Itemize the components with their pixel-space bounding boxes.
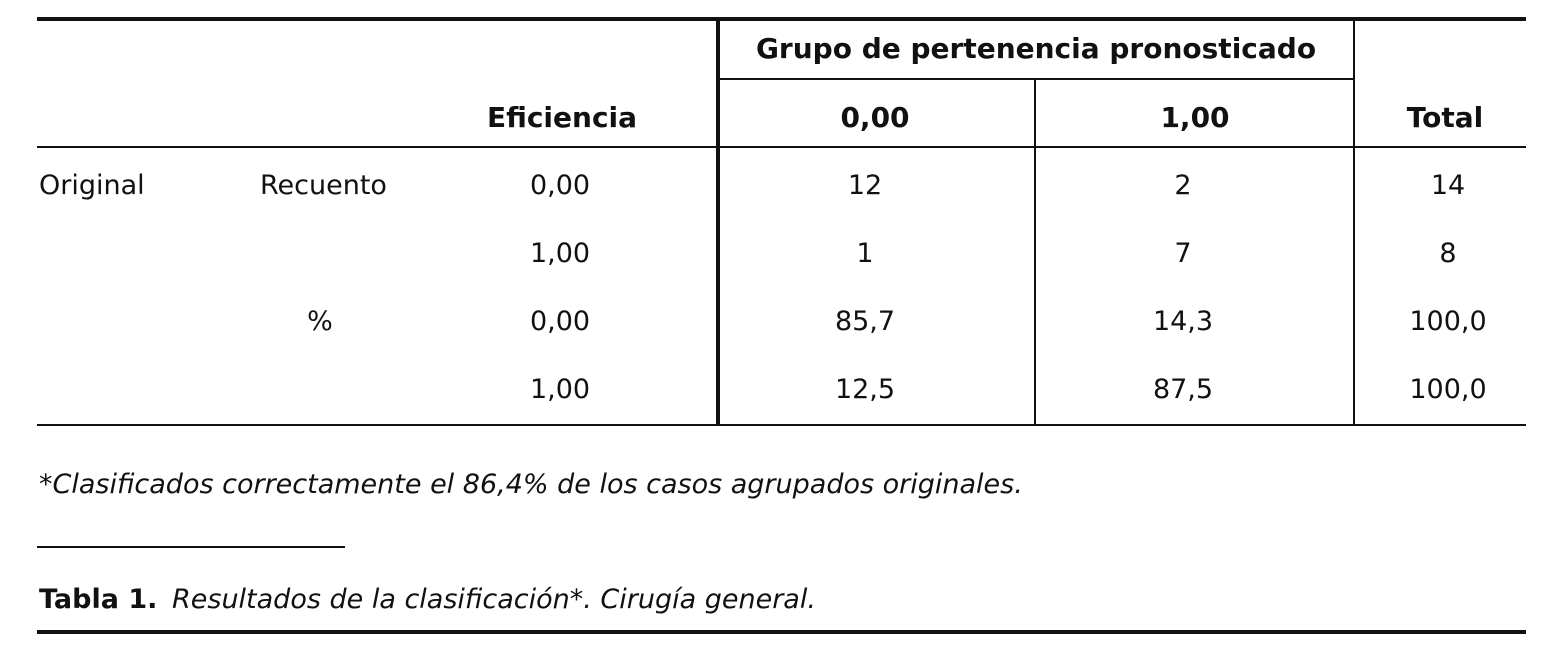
row-eficiencia-value: 0,00 [529,170,591,201]
predicted-col-0-header: 0,00 [840,101,910,134]
cell-col-0: 1 [856,238,874,269]
cell-total: 14 [1430,170,1466,201]
caption-text: Resultados de la clasificación*. Cirugía… [172,584,816,615]
column-divider-total [1353,19,1355,425]
cell-col-1: 14,3 [1152,306,1214,337]
cell-col-1: 2 [1174,170,1192,201]
table-footnote: *Clasificados correctamente el 86,4% de … [39,469,1023,500]
predicted-col-1-header: 1,00 [1160,101,1230,134]
bottom-rule [37,630,1526,634]
cell-total: 8 [1439,238,1457,269]
cell-col-1: 7 [1174,238,1192,269]
row-section-label: Original [39,170,145,201]
group-header-title: Grupo de pertenencia pronosticado [755,32,1317,65]
cell-col-0: 85,7 [834,306,896,337]
cell-col-1: 87,5 [1152,374,1214,405]
row-eficiencia-value: 1,00 [529,238,591,269]
cell-total: 100,0 [1409,306,1487,337]
caption-label: Tabla 1. [39,584,158,615]
header-bottom-rule [37,146,1526,148]
table-bottom-rule [37,424,1526,426]
cell-col-0: 12,5 [834,374,896,405]
cell-total: 100,0 [1409,374,1487,405]
row-measure-label: % [307,306,333,337]
cell-col-0: 12 [847,170,883,201]
table-top-rule [37,17,1526,21]
group-header-underline [718,78,1354,80]
caption-separator-rule [37,546,345,548]
row-measure-label: Recuento [260,170,387,201]
row-eficiencia-value: 1,00 [529,374,591,405]
column-divider-values [1034,79,1036,425]
column-divider-main [716,19,720,425]
table-caption: Tabla 1. Resultados de la clasificación*… [39,583,816,617]
row-eficiencia-value: 0,00 [529,306,591,337]
eficiencia-header: Eficiencia [486,101,638,134]
total-header: Total [1406,101,1484,134]
